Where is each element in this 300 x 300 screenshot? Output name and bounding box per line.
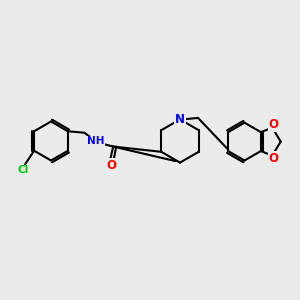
Text: O: O — [107, 159, 117, 172]
Text: Cl: Cl — [18, 165, 29, 175]
Text: N: N — [175, 113, 185, 126]
Text: NH: NH — [87, 136, 104, 146]
Text: O: O — [269, 152, 279, 165]
Text: O: O — [269, 118, 279, 131]
